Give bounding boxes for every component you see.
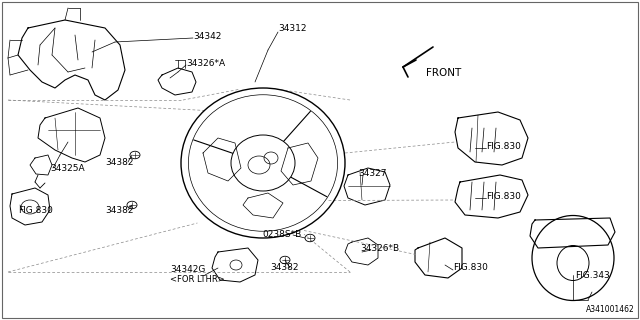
Ellipse shape [231, 135, 295, 191]
Text: 34342G: 34342G [170, 266, 205, 275]
Text: 34325A: 34325A [50, 164, 84, 172]
Text: FIG.830: FIG.830 [453, 263, 488, 273]
Text: FIG.830: FIG.830 [486, 141, 521, 150]
Text: 34382: 34382 [105, 157, 134, 166]
Text: 34326*A: 34326*A [186, 59, 225, 68]
Text: 34326*B: 34326*B [360, 244, 399, 252]
Text: FIG.830: FIG.830 [18, 205, 53, 214]
Text: 34382: 34382 [105, 205, 134, 214]
Text: 0238S*B: 0238S*B [262, 229, 301, 238]
Text: 34342: 34342 [193, 31, 221, 41]
Text: FRONT: FRONT [426, 68, 461, 78]
Text: FIG.830: FIG.830 [486, 191, 521, 201]
Text: 34312: 34312 [278, 23, 307, 33]
Text: FIG.343: FIG.343 [575, 270, 610, 279]
Text: <FOR LTHR>: <FOR LTHR> [170, 276, 225, 284]
Text: 34327: 34327 [358, 169, 387, 178]
Text: A341001462: A341001462 [586, 305, 635, 314]
Text: 34382: 34382 [270, 263, 298, 273]
